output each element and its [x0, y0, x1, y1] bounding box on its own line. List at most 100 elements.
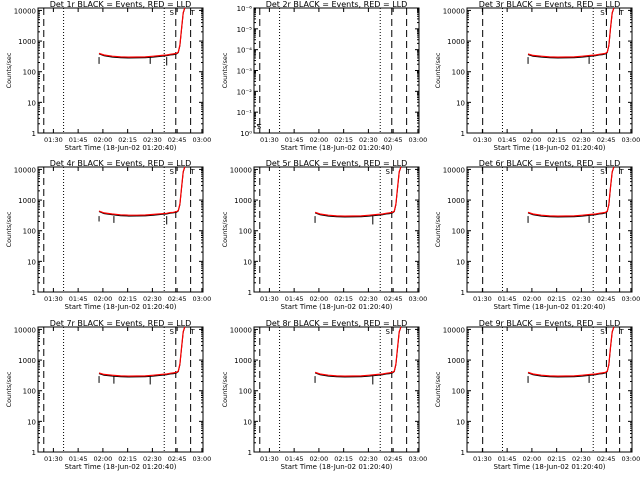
y-tick-label: 10 [243, 418, 252, 426]
y-tick-label: 1000 [447, 197, 465, 205]
x-tick-label: 02:15 [547, 136, 566, 144]
x-tick-label: 01:30 [44, 295, 63, 303]
legend-letter-s: S [170, 328, 175, 336]
x-axis-label: Start Time (18-Jun-02 01:20:40) [65, 144, 177, 152]
y-tick-label: 10 [27, 418, 36, 426]
legend-letter-s: S [386, 168, 391, 176]
y-axis-label: Counts/sec [221, 211, 229, 247]
axes-frame [37, 7, 204, 134]
x-tick-label: 02:15 [334, 136, 353, 144]
legend-letter-t: T [189, 328, 195, 336]
x-tick-label: 02:30 [359, 455, 378, 463]
lld-series-line [98, 326, 186, 377]
y-axis-label: Counts/sec [5, 371, 13, 407]
legend-letter-t: T [256, 123, 262, 131]
y-tick-label: 100 [452, 228, 465, 236]
x-tick-label: 02:00 [310, 295, 329, 303]
y-tick-label: 10⁻² [237, 88, 253, 96]
y-tick-label: 10 [27, 99, 36, 107]
x-tick-label: 03:00 [193, 136, 212, 144]
x-tick-label: 02:15 [334, 455, 353, 463]
x-tick-label: 01:45 [498, 455, 517, 463]
lld-series-line [527, 7, 615, 58]
y-tick-label: 1000 [18, 197, 36, 205]
x-tick-label: 03:00 [193, 455, 212, 463]
y-tick-label: 1 [248, 449, 252, 457]
panel-9: Det 9r BLACK = Events, RED = LLD 1 10 100 10… [434, 319, 640, 471]
y-tick-label: 100 [23, 228, 36, 236]
legend-letter-s: S [600, 168, 605, 176]
x-tick-label: 02:45 [168, 295, 187, 303]
x-tick-label: 01:30 [473, 455, 492, 463]
x-tick-label: 01:45 [69, 136, 88, 144]
x-axis-label: Start Time (18-Jun-02 01:20:40) [65, 303, 177, 311]
panel-title: Det 6r BLACK = Events, RED = LLD [479, 159, 621, 168]
y-tick-label: 100 [23, 69, 36, 77]
x-tick-label: 02:00 [94, 455, 113, 463]
lld-series-line [527, 166, 615, 217]
x-tick-label: 01:30 [260, 295, 279, 303]
y-tick-label: 10⁻⁶ [237, 5, 253, 13]
panel-title: Det 3r BLACK = Events, RED = LLD [479, 0, 621, 9]
y-tick-label: 100 [452, 69, 465, 77]
x-axis-label: Start Time (18-Jun-02 01:20:40) [281, 463, 393, 471]
y-axis-label: Counts/sec [434, 211, 442, 247]
x-tick-label: 02:45 [384, 295, 403, 303]
x-tick-label: 01:45 [285, 136, 304, 144]
panel-title: Det 9r BLACK = Events, RED = LLD [479, 319, 621, 328]
y-tick-label: 10000 [443, 326, 465, 334]
axes-frame [466, 326, 633, 453]
x-tick-label: 01:45 [69, 455, 88, 463]
x-tick-label: 01:30 [260, 455, 279, 463]
panel-title: Det 7r BLACK = Events, RED = LLD [50, 319, 192, 328]
panel-title: Det 8r BLACK = Events, RED = LLD [266, 319, 408, 328]
x-tick-label: 01:30 [260, 136, 279, 144]
y-tick-label: 10000 [443, 7, 465, 15]
x-tick-label: 02:00 [523, 295, 542, 303]
lld-series-line [98, 166, 186, 216]
y-tick-label: 1 [461, 130, 465, 138]
x-tick-label: 03:00 [622, 455, 640, 463]
x-tick-label: 02:30 [359, 136, 378, 144]
x-tick-label: 02:00 [523, 455, 542, 463]
legend-letter-t: T [405, 168, 411, 176]
panel-7: Det 7r BLACK = Events, RED = LLD 1 10 100 10… [5, 319, 211, 471]
y-tick-label: 10⁰ [240, 130, 252, 138]
legend-letter-t: T [405, 328, 411, 336]
x-tick-label: 01:30 [44, 455, 63, 463]
y-tick-label: 1000 [234, 357, 252, 365]
x-tick-label: 02:45 [597, 455, 616, 463]
axes-frame [253, 166, 420, 293]
y-tick-label: 1000 [18, 38, 36, 46]
panel-title: Det 1r BLACK = Events, RED = LLD [50, 0, 192, 9]
y-tick-label: 1 [32, 289, 36, 297]
y-tick-label: 10000 [443, 166, 465, 174]
lld-series-line [314, 166, 402, 217]
panel-2: Det 2r BLACK = Events, RED = LLD 10⁰ 10⁻¹ 1… [221, 0, 427, 152]
y-tick-label: 10000 [230, 166, 252, 174]
legend-letter-s: S [170, 9, 175, 17]
panel-title: Det 5r BLACK = Events, RED = LLD [266, 159, 408, 168]
y-tick-label: 1000 [234, 197, 252, 205]
axes-frame [37, 166, 204, 293]
y-tick-label: 1000 [447, 357, 465, 365]
x-tick-label: 02:00 [94, 295, 113, 303]
x-tick-label: 01:30 [44, 136, 63, 144]
x-tick-label: 02:30 [359, 295, 378, 303]
legend-letter-s: S [600, 9, 605, 17]
x-tick-label: 02:15 [118, 136, 137, 144]
y-tick-label: 100 [239, 388, 252, 396]
x-tick-label: 02:45 [597, 295, 616, 303]
legend-letter-t: T [618, 9, 624, 17]
panel-4: Det 4r BLACK = Events, RED = LLD 1 10 100 10… [5, 159, 211, 311]
y-tick-label: 10⁻⁴ [237, 47, 253, 55]
panel-8: Det 8r BLACK = Events, RED = LLD 1 10 100 10… [221, 319, 427, 471]
y-tick-label: 10000 [14, 326, 36, 334]
y-tick-label: 10000 [230, 326, 252, 334]
legend-letter-s: S [257, 123, 262, 131]
x-tick-label: 01:45 [285, 295, 304, 303]
y-axis-label: Counts/sec [221, 52, 229, 88]
x-axis-label: Start Time (18-Jun-02 01:20:40) [494, 463, 606, 471]
legend-letter-s: S [600, 328, 605, 336]
x-axis-label: Start Time (18-Jun-02 01:20:40) [281, 303, 393, 311]
